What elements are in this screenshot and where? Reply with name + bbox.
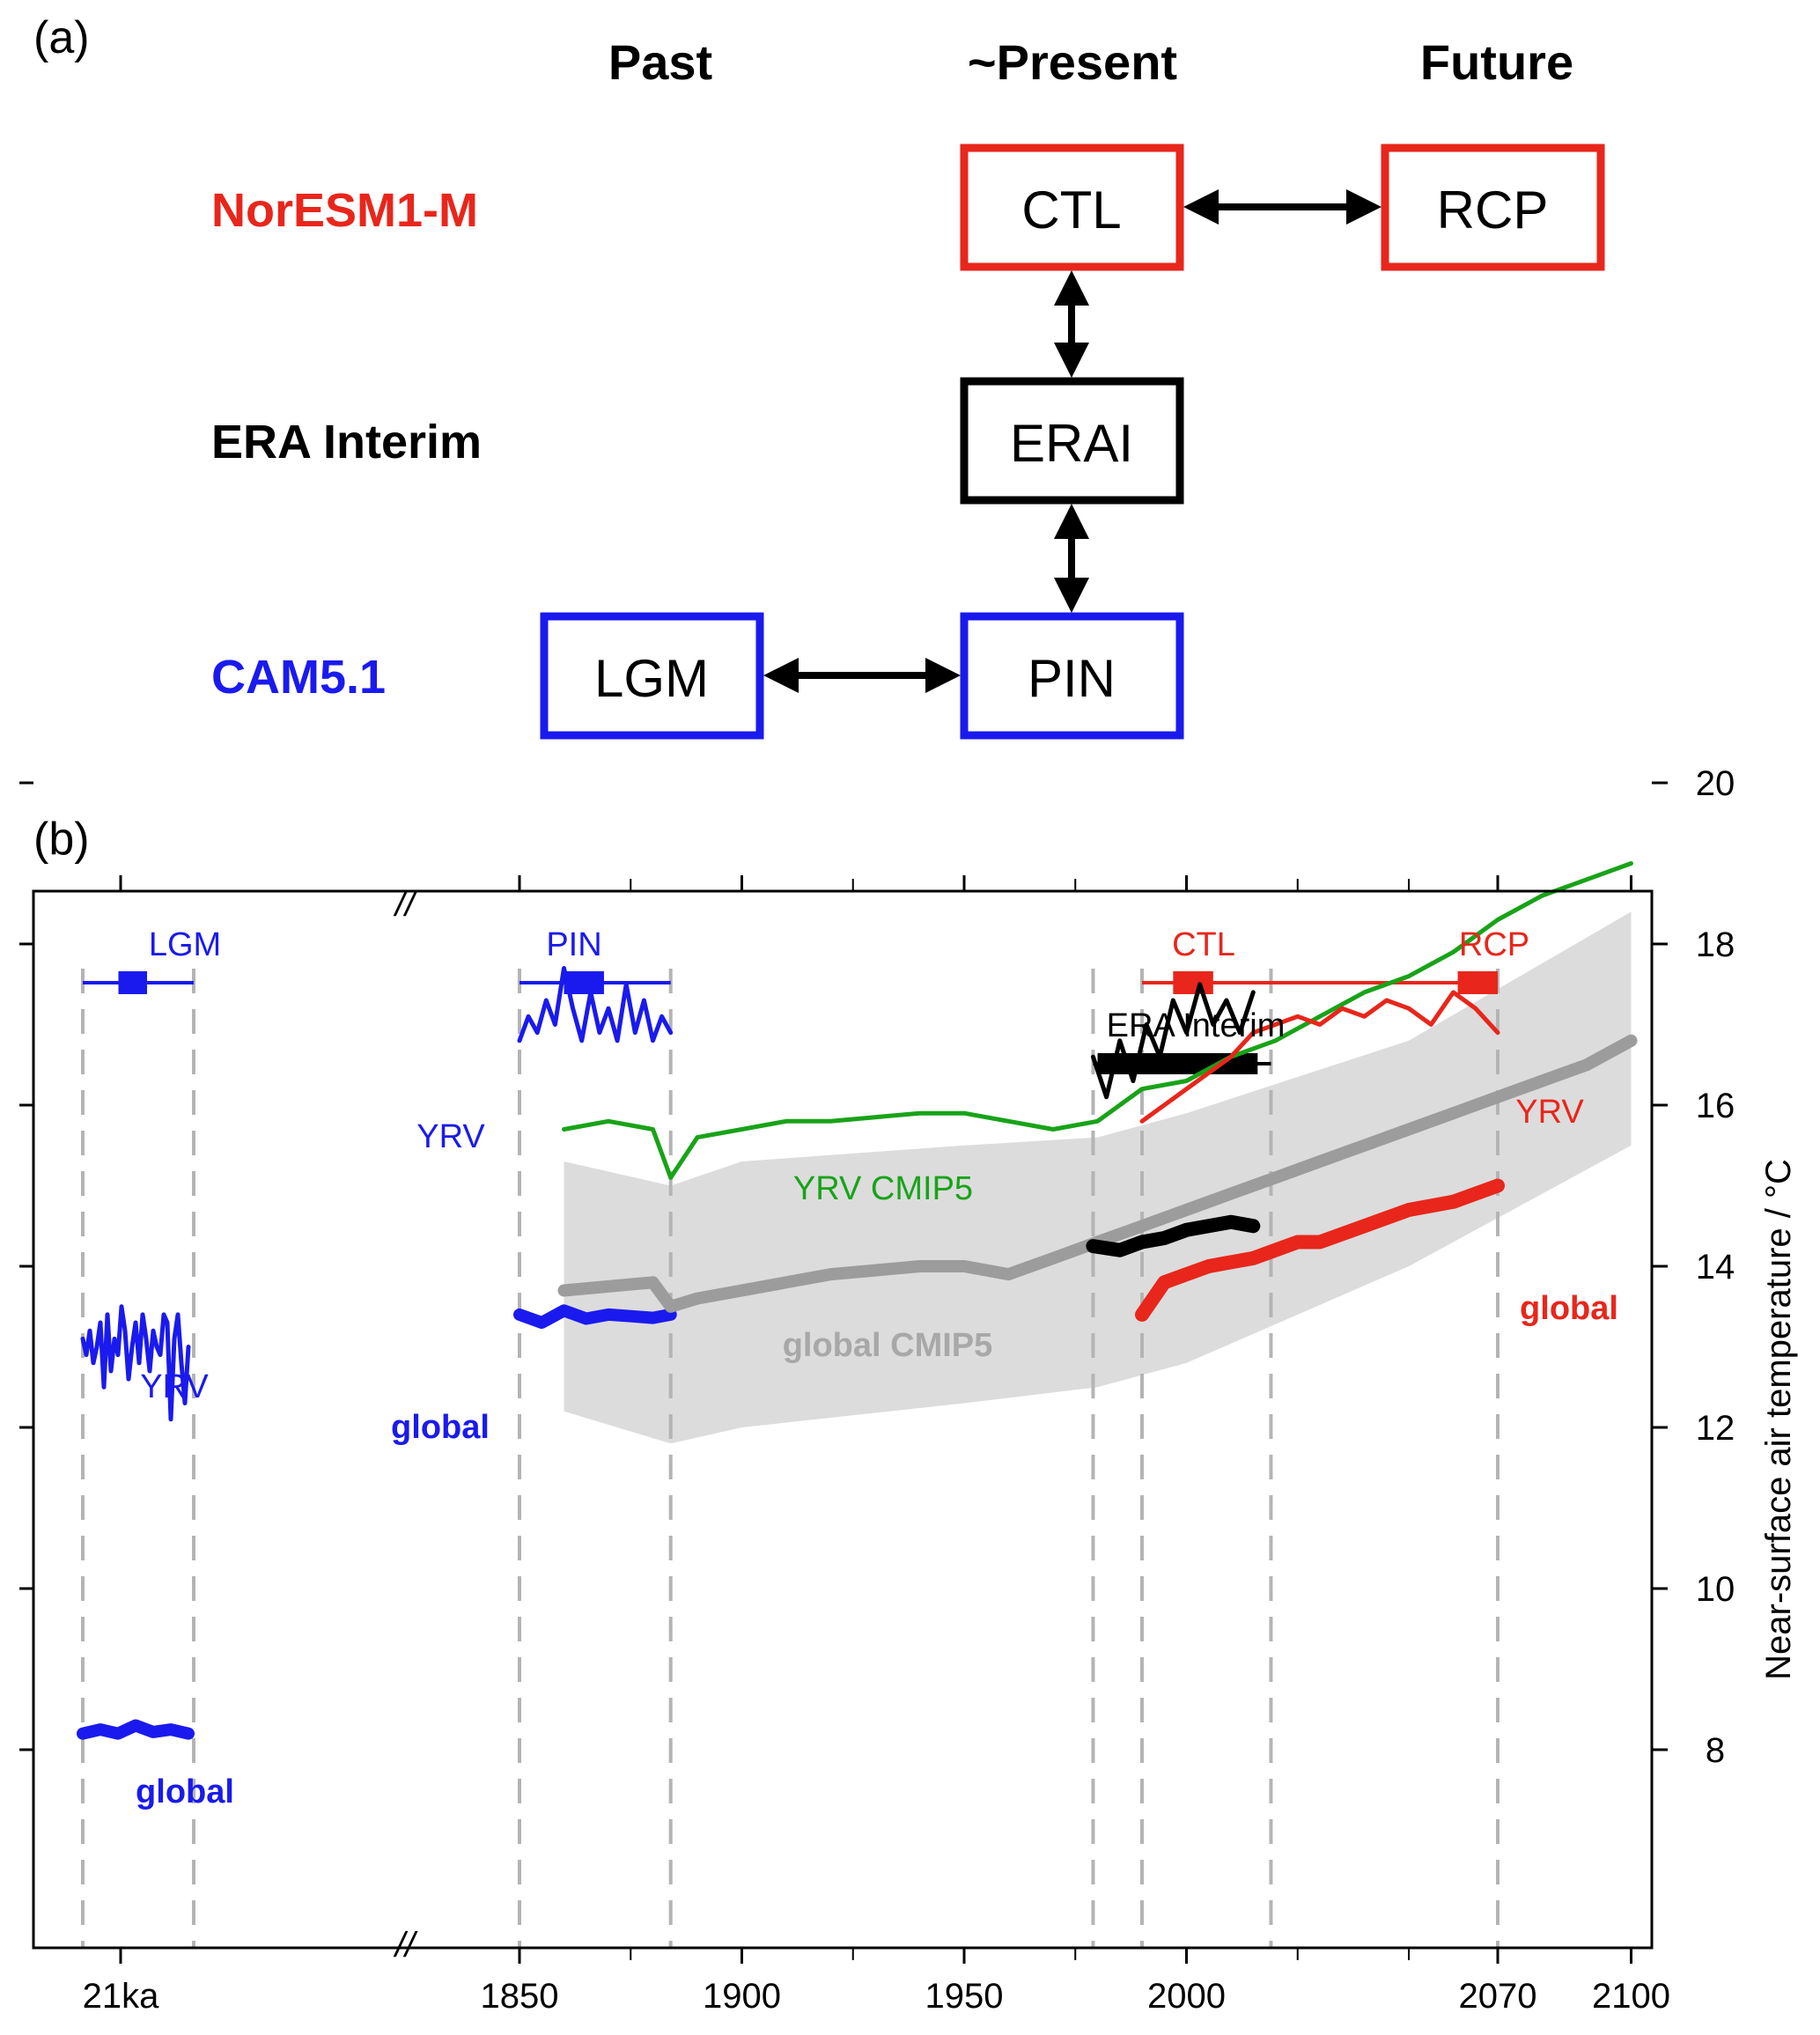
x-axis: 21ka 1850 1900 1950 2000 2070 2100 <box>83 875 1670 2016</box>
label-pin-yrv: YRV <box>416 1118 485 1155</box>
cmip5-range-band <box>564 911 1632 1444</box>
box-erai-label: ERAI <box>1010 414 1133 473</box>
rcp-period-marker <box>1457 971 1498 994</box>
column-past: Past <box>608 34 712 90</box>
box-ctl-label: CTL <box>1021 181 1121 240</box>
box-erai: ERAI <box>960 377 1184 505</box>
box-rcp-label: RCP <box>1437 181 1549 240</box>
series-pin-yrv <box>517 966 674 1043</box>
series-pin-global <box>513 1304 677 1329</box>
box-lgm: LGM <box>540 612 764 740</box>
panel-a-label: (a) <box>33 12 90 63</box>
row-label-era-interim: ERA Interim <box>211 416 482 468</box>
period-label-pin: PIN <box>546 926 601 963</box>
plot-area <box>77 861 1638 1948</box>
plot-frame <box>32 889 1654 1950</box>
y-tick-label-12: 12 <box>1696 1409 1735 1448</box>
x-tick-label-1850: 1850 <box>481 1977 559 2016</box>
period-label-era-interim: ERA Interim <box>1107 1007 1286 1044</box>
series-lgm-global <box>77 1719 195 1740</box>
period-label-ctl: CTL <box>1172 926 1235 963</box>
y-axis: 8 10 12 14 16 18 20 <box>19 764 1735 1770</box>
label-noresm-yrv: YRV <box>1515 1094 1584 1131</box>
x-tick-label-2000: 2000 <box>1147 1977 1226 2016</box>
y-tick-label-16: 16 <box>1696 1087 1735 1125</box>
label-lgm-global: global <box>136 1773 234 1810</box>
column-present: ~Present <box>968 34 1177 90</box>
label-yrv-cmip5: YRV CMIP5 <box>793 1170 973 1207</box>
label-global-cmip5: global CMIP5 <box>783 1327 993 1364</box>
series-yrv-cmip5 <box>562 861 1633 1180</box>
y-tick-label-18: 18 <box>1696 925 1735 964</box>
period-label-lgm: LGM <box>149 926 221 963</box>
series-lgm-yrv <box>80 1304 191 1422</box>
series-noresm-yrv <box>1139 990 1500 1124</box>
panel-b-label: (b) <box>33 814 90 865</box>
box-ctl: CTL <box>960 144 1184 271</box>
y-tick-label-20: 20 <box>1696 764 1735 803</box>
box-pin: PIN <box>960 612 1184 740</box>
box-pin-label: PIN <box>1028 649 1116 708</box>
axis-break-bottom: // <box>393 1926 418 1965</box>
box-rcp: RCP <box>1381 144 1605 271</box>
x-tick-label-21ka: 21ka <box>83 1977 159 2016</box>
series-erai-global <box>1086 1214 1261 1257</box>
series-global-cmip5 <box>557 1034 1638 1313</box>
y-axis-label: Near-surface air temperature / °C <box>1759 1159 1798 1680</box>
series-erai-yrv <box>1090 982 1256 1100</box>
y-tick-label-10: 10 <box>1696 1570 1735 1609</box>
series-noresm-global <box>1135 1178 1505 1322</box>
y-tick-label-8: 8 <box>1706 1731 1725 1770</box>
y-tick-label-14: 14 <box>1696 1248 1735 1287</box>
x-tick-label-1900: 1900 <box>703 1977 781 2016</box>
lgm-period-marker <box>118 971 147 994</box>
axis-break-top: // <box>393 885 418 924</box>
label-lgm-yrv: YRV <box>140 1368 209 1405</box>
x-tick-label-1950: 1950 <box>925 1977 1004 2016</box>
row-label-noresm: NorESM1-M <box>211 184 478 237</box>
x-tick-label-2100: 2100 <box>1592 1977 1670 2016</box>
period-label-rcp: RCP <box>1459 926 1529 963</box>
row-label-cam: CAM5.1 <box>211 651 386 704</box>
box-lgm-label: LGM <box>594 649 709 708</box>
label-noresm-global: global <box>1520 1290 1618 1327</box>
ctl-rcp-period-marker <box>1173 971 1213 994</box>
x-tick-label-2070: 2070 <box>1459 1977 1537 2016</box>
column-future: Future <box>1420 34 1573 90</box>
label-pin-global: global <box>391 1409 490 1446</box>
